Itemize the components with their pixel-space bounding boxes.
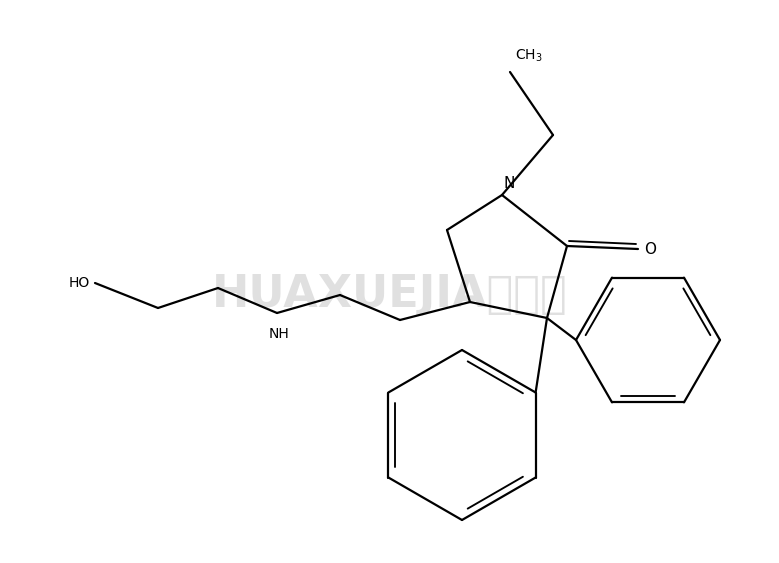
Text: NH: NH [269, 327, 289, 341]
Text: O: O [644, 242, 656, 257]
Text: N: N [504, 176, 516, 191]
Text: HO: HO [69, 276, 90, 290]
Text: CH$_3$: CH$_3$ [515, 48, 543, 64]
Text: HUAXUEJIA化学加: HUAXUEJIA化学加 [212, 274, 568, 316]
